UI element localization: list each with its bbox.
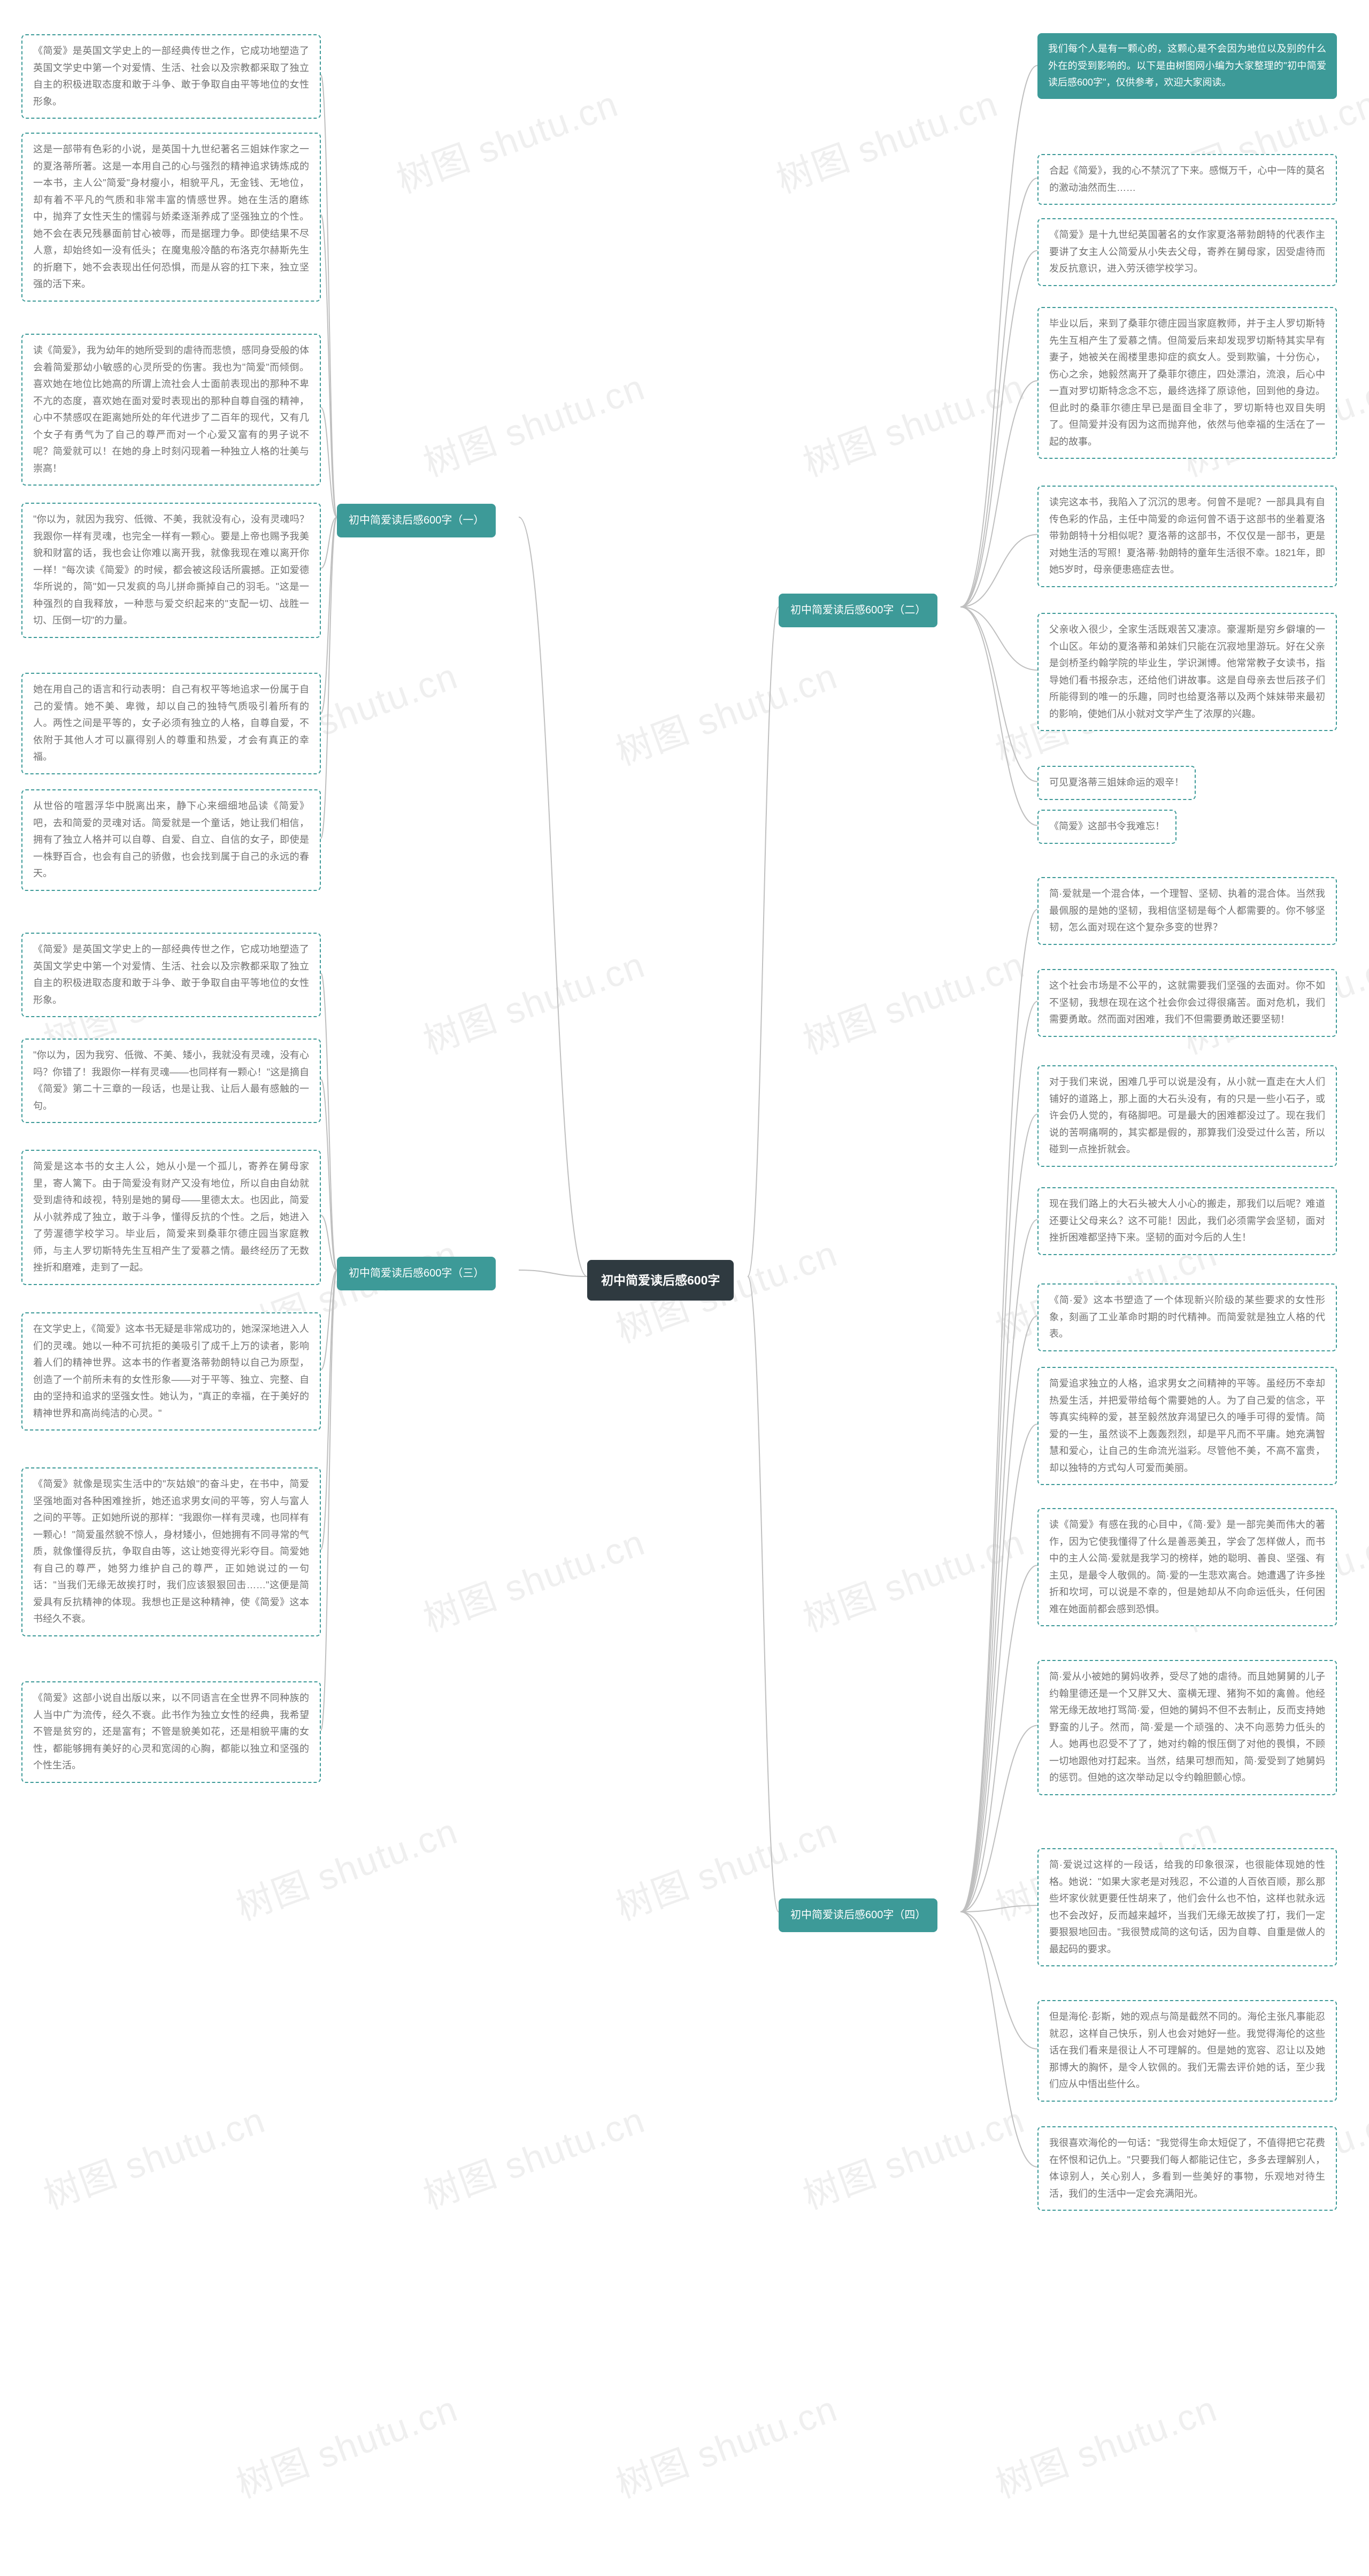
watermark: 树图 shutu.cn [987,2379,1224,2508]
watermark: 树图 shutu.cn [795,2090,1031,2219]
leaf-node: 读《简爱》，我为幼年的她所受到的虐待而悲愤，感同身受般的体会着简爱那幼小敏感的心… [21,334,321,486]
leaf-node: 对于我们来说，困难几乎可以说是没有，从小就一直走在大人们铺好的道路上，那上面的大… [1037,1065,1337,1167]
leaf-node: 但是海伦·彭斯，她的观点与简是截然不同的。海伦主张凡事能忍就忍，这样自己快乐，别… [1037,2000,1337,2102]
leaf-node: 这是一部带有色彩的小说，是英国十九世纪著名三姐妹作家之一的夏洛蒂所著。这是一本用… [21,133,321,302]
leaf-node: 《简爱》这部书令我难忘！ [1037,810,1176,844]
leaf-node: 在文学史上，《简爱》这本书无疑是非常成功的，她深深地进入人们的灵魂。她以一种不可… [21,1312,321,1431]
leaf-node: 《简爱》是十九世纪英国著名的女作家夏洛蒂勃朗特的代表作主要讲了女主人公简爱从小失… [1037,218,1337,286]
branch-node: 初中简爱读后感600字（二） [779,594,937,627]
watermark: 树图 shutu.cn [228,2379,464,2508]
leaf-node: 简爱是这本书的女主人公，她从小是一个孤儿，寄养在舅母家里，寄人篱下。由于简爱没有… [21,1150,321,1285]
watermark: 树图 shutu.cn [415,935,651,1064]
leaf-node: "你以为，因为我穷、低微、不美、矮小，我就没有灵魂，没有心吗？你错了！我跟你一样… [21,1039,321,1123]
watermark: 树图 shutu.cn [415,2090,651,2219]
watermark: 树图 shutu.cn [228,1802,464,1931]
watermark: 树图 shutu.cn [388,74,625,203]
watermark: 树图 shutu.cn [415,1513,651,1642]
watermark: 树图 shutu.cn [415,358,651,487]
leaf-node: 这个社会市场是不公平的，这就需要我们坚强的去面对。你不如不坚韧，我想在现在这个社… [1037,969,1337,1037]
watermark: 树图 shutu.cn [795,1513,1031,1642]
leaf-node: 《简·爱》这本书塑造了一个体现新兴阶级的某些要求的女性形象，刻画了工业革命时期的… [1037,1283,1337,1351]
leaf-node: 简·爱从小被她的舅妈收养，受尽了她的虐待。而且她舅舅的儿子约翰里德还是一个又胖又… [1037,1660,1337,1795]
leaf-node: 她在用自己的语言和行动表明：自己有权平等地追求一份属于自己的爱情。她不美、卑微，… [21,673,321,774]
branch-node: 初中简爱读后感600字（四） [779,1898,937,1932]
leaf-node: 现在我们路上的大石头被大人小心的搬走，那我们以后呢？难道还要让父母来么？这不可能… [1037,1187,1337,1255]
leaf-node: 我很喜欢海伦的一句话："我觉得生命太短促了，不值得把它花费在怀恨和记仇上。"只要… [1037,2126,1337,2211]
leaf-node: 简爱追求独立的人格，追求男女之间精神的平等。虽经历不幸却热爱生活，并把爱带给每个… [1037,1367,1337,1485]
leaf-node: "你以为，就因为我穷、低微、不美，我就没有心，没有灵魂吗？我跟你一样有灵魂，也完… [21,503,321,638]
leaf-node: 毕业以后，来到了桑菲尔德庄园当家庭教师，并于主人罗切斯特先生互相产生了爱慕之情。… [1037,307,1337,459]
leaf-node: 读完这本书，我陷入了沉沉的思考。何曾不是呢？一部具具有自传色彩的作品，主任中简爱… [1037,486,1337,587]
leaf-node: 简·爱说过这样的一段话，给我的印象很深，也很能体现她的性格。她说："如果大家老是… [1037,1848,1337,1966]
leaf-node: 父亲收入很少，全家生活既艰苦又凄凉。豪渥斯是穷乡僻壤的一个山区。年幼的夏洛蒂和弟… [1037,613,1337,731]
leaf-node: 《简爱》就像是现实生活中的"灰姑娘"的奋斗史，在书中，简爱坚强地面对各种困难挫折… [21,1467,321,1636]
center-node: 初中简爱读后感600字 [587,1260,734,1301]
watermark: 树图 shutu.cn [768,74,1004,203]
leaf-node: 从世俗的喧嚣浮华中脱离出来，静下心来细细地品读《简爱》吧，去和简爱的灵魂对话。简… [21,789,321,891]
leaf-node: 可见夏洛蒂三姐妹命运的艰辛！ [1037,766,1196,800]
branch-node: 初中简爱读后感600字（三） [337,1257,496,1290]
watermark: 树图 shutu.cn [795,358,1031,487]
leaf-node: 《简爱》是英国文学史上的一部经典传世之作，它成功地塑造了英国文学史中第一个对爱情… [21,34,321,119]
leaf-node: 简·爱就是一个混合体，一个理智、坚韧、执着的混合体。当然我最佩服的是她的坚韧，我… [1037,877,1337,945]
leaf-node: 《简爱》是英国文学史上的一部经典传世之作，它成功地塑造了英国文学史中第一个对爱情… [21,933,321,1017]
leaf-node: 《简爱》这部小说自出版以来，以不同语言在全世界不同种族的人当中广为流传，经久不衰… [21,1681,321,1783]
watermark: 树图 shutu.cn [795,935,1031,1064]
leaf-node: 我们每个人是有一颗心的，这颗心是不会因为地位以及别的什么外在的受到影响的。以下是… [1037,33,1337,99]
watermark: 树图 shutu.cn [607,2379,844,2508]
watermark: 树图 shutu.cn [607,647,844,775]
leaf-node: 合起《简爱》，我的心不禁沉了下来。感慨万千，心中一阵的莫名的激动油然而生…… [1037,154,1337,205]
branch-node: 初中简爱读后感600字（一） [337,504,496,537]
leaf-node: 读《简爱》有感在我的心目中，《简·爱》是一部完美而伟大的著作，因为它使我懂得了什… [1037,1508,1337,1626]
watermark: 树图 shutu.cn [35,2090,272,2219]
